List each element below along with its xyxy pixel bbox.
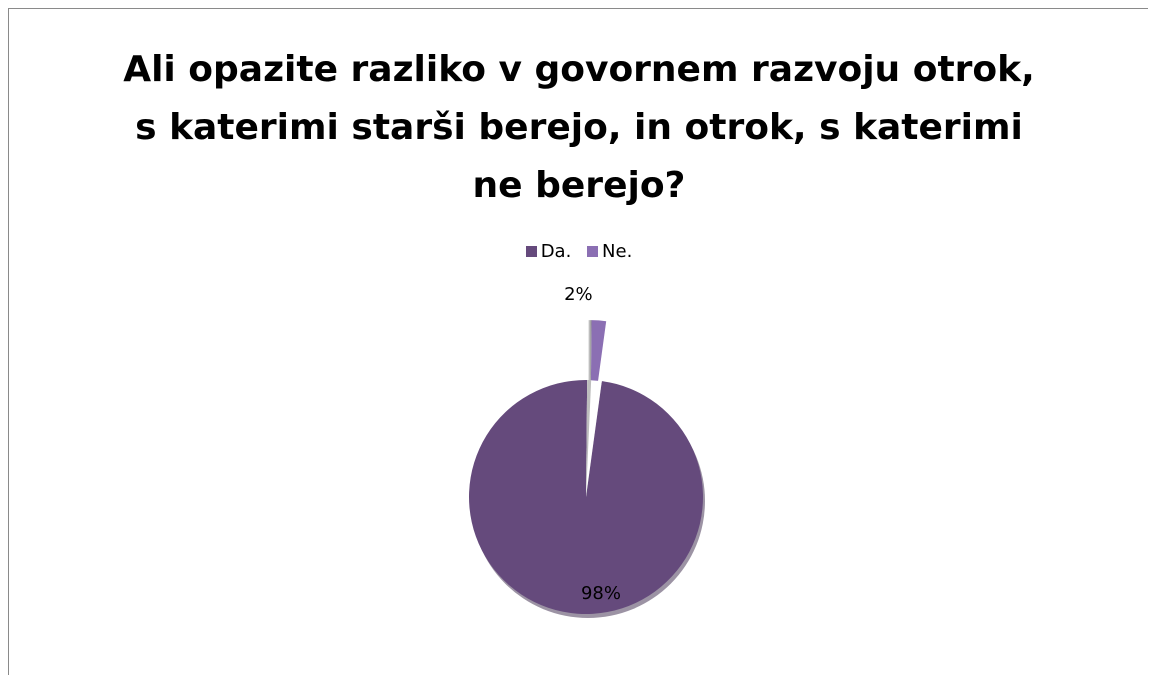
legend-item-ne: Ne. bbox=[587, 241, 632, 262]
chart-title-line-3: ne berejo? bbox=[472, 165, 686, 206]
legend-swatch-da bbox=[525, 246, 537, 257]
pie-chart: 98% 2% bbox=[469, 284, 705, 618]
chart-title-line-1: Ali opazite razliko v govornem razvoju o… bbox=[123, 49, 1035, 90]
legend-item-da: Da. bbox=[525, 241, 572, 262]
pie-gap-edge bbox=[586, 380, 592, 497]
data-label-da: 98% bbox=[581, 583, 621, 604]
data-label-ne: 2% bbox=[564, 284, 593, 305]
legend-label-da: Da. bbox=[540, 241, 572, 262]
chart-frame: Ali opazite razliko v govornem razvoju o… bbox=[8, 8, 1148, 675]
chart-title-line-2: s katerimi starši berejo, in otrok, s ka… bbox=[135, 107, 1023, 148]
legend: Da. Ne. bbox=[9, 241, 1149, 262]
pie-slice-da bbox=[469, 379, 704, 615]
legend-label-ne: Ne. bbox=[602, 241, 633, 262]
pie-gap bbox=[586, 380, 602, 497]
chart-title: Ali opazite razliko v govornem razvoju o… bbox=[9, 41, 1149, 215]
legend-swatch-ne bbox=[587, 246, 599, 257]
